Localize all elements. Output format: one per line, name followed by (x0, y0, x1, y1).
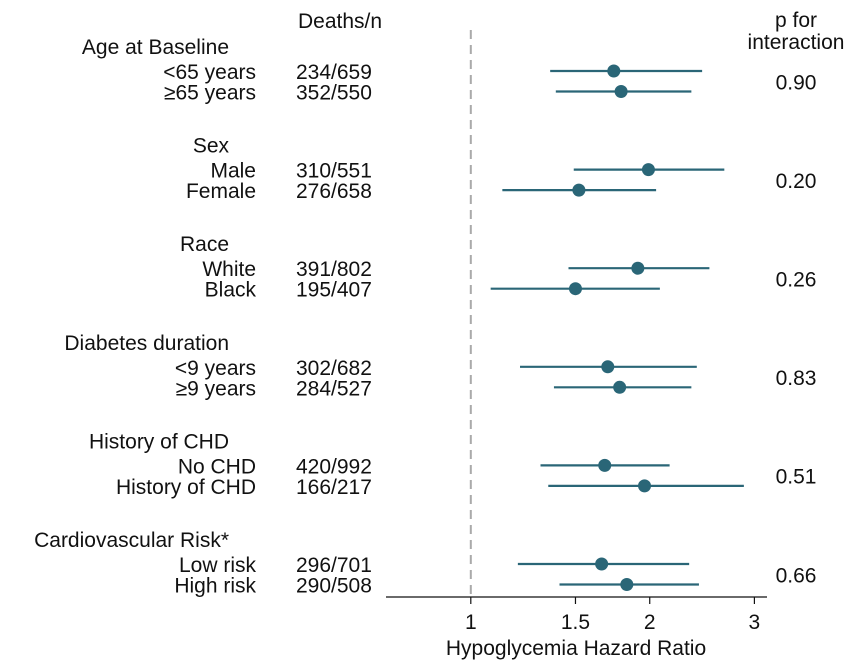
hr-point (598, 458, 612, 472)
row-label: High risk (174, 575, 256, 598)
p-interaction-value: 0.66 (776, 564, 817, 587)
hr-point (572, 183, 586, 197)
row-label: No CHD (178, 455, 256, 478)
hr-point (638, 479, 652, 493)
plot-layer: 1 1.5 2 3 Age at Baseline<65 years 234/659 ≥65… (34, 30, 816, 634)
hr-point (620, 578, 634, 591)
row-label: History of CHD (116, 476, 256, 499)
row-label: ≥9 years (176, 377, 256, 400)
hr-point (568, 282, 582, 296)
deaths-column-header: Deaths/n (298, 10, 382, 33)
hr-point (613, 380, 627, 394)
p-interaction-value: 0.83 (776, 367, 817, 390)
row-deaths: 420/992 (296, 455, 372, 478)
row-deaths: 352/550 (296, 82, 372, 105)
p-header-line1: p for (775, 9, 817, 32)
hr-point (601, 360, 615, 374)
x-axis-label: Hypoglycemia Hazard Ratio (446, 637, 706, 660)
p-interaction-value: 0.90 (776, 71, 817, 94)
hr-point (614, 85, 628, 98)
x-tick-label: 3 (749, 611, 761, 634)
row-label: Male (210, 160, 256, 183)
row-label: <9 years (175, 357, 256, 380)
group-title: Race (180, 233, 229, 256)
row-label: Female (186, 180, 256, 203)
row-label: White (202, 258, 256, 281)
row-deaths: 302/682 (296, 357, 372, 380)
x-tick-label: 1.5 (561, 611, 590, 634)
row-deaths: 391/802 (296, 258, 372, 281)
hr-point (641, 163, 655, 177)
group-title: Sex (193, 135, 230, 158)
row-label: Low risk (179, 554, 257, 577)
hr-point (607, 64, 621, 78)
row-label: <65 years (163, 61, 256, 84)
row-deaths: 284/527 (296, 377, 372, 400)
group-title: Diabetes duration (64, 332, 229, 355)
row-deaths: 195/407 (296, 279, 372, 302)
group-title: Age at Baseline (82, 36, 229, 59)
row-deaths: 310/551 (296, 160, 372, 183)
x-tick-label: 1 (465, 611, 477, 634)
group-title: History of CHD (89, 430, 229, 453)
hr-point (631, 261, 645, 275)
x-tick-label: 2 (644, 611, 656, 634)
group-title: Cardiovascular Risk* (34, 529, 229, 552)
p-interaction-value: 0.26 (776, 268, 817, 291)
row-deaths: 276/658 (296, 180, 372, 203)
hr-point (595, 557, 609, 571)
row-deaths: 296/701 (296, 554, 372, 577)
row-deaths: 234/659 (296, 61, 372, 84)
p-header-line2: interaction (748, 31, 845, 54)
row-deaths: 290/508 (296, 575, 372, 598)
row-label: ≥65 years (164, 82, 256, 105)
p-interaction-value: 0.51 (776, 466, 817, 489)
row-deaths: 166/217 (296, 476, 372, 499)
row-label: Black (205, 279, 257, 302)
p-interaction-value: 0.20 (776, 170, 817, 193)
